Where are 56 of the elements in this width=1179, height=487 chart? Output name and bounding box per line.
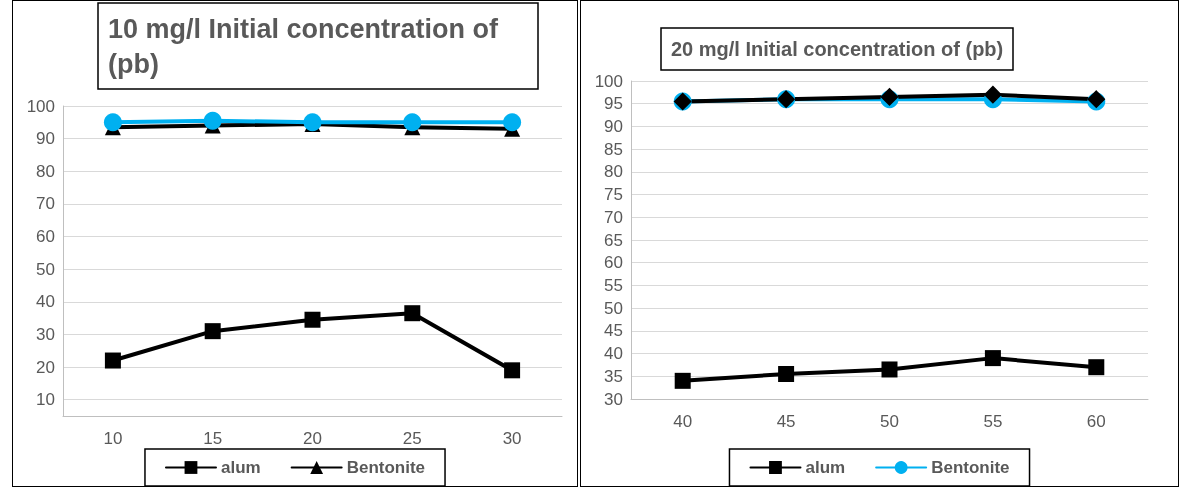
x-tick-label: 20: [303, 429, 322, 448]
chart-title: 10 mg/l Initial concentration of (pb): [108, 13, 506, 79]
point: [204, 323, 221, 340]
y-tick-label: 20: [36, 357, 55, 377]
y-tick-label: 10: [36, 390, 55, 410]
x-tick-label: 15: [203, 429, 223, 448]
point: [203, 111, 222, 130]
legend-label: Bentonite: [346, 458, 426, 477]
x-tick-label: 25: [402, 429, 422, 448]
point: [984, 85, 1002, 104]
point: [881, 361, 898, 378]
y-tick-label: 85: [604, 139, 623, 159]
y-tick-label: 50: [36, 259, 55, 279]
point: [674, 372, 691, 389]
y-tick-label: 80: [604, 162, 623, 182]
point: [778, 366, 795, 383]
y-tick-label: 40: [604, 344, 623, 364]
y-tick-label: 45: [604, 321, 623, 341]
x-tick-label: 30: [502, 429, 522, 448]
y-tick-label: 75: [604, 185, 623, 205]
chart-title: 20 mg/l Initial concentration of (pb): [671, 38, 1004, 60]
y-tick-label: 30: [36, 324, 55, 344]
y-tick-label: 60: [36, 227, 55, 247]
x-tick-label: 45: [776, 412, 796, 431]
y-tick-label: 100: [26, 96, 55, 116]
y-tick-label: 70: [604, 207, 623, 227]
y-tick-label: 95: [604, 94, 623, 114]
point: [1088, 359, 1105, 376]
legend-label: Bentonite: [931, 458, 1010, 477]
y-tick-label: 100: [594, 71, 623, 91]
y-tick-label: 50: [604, 298, 623, 318]
point: [403, 113, 422, 132]
legend-label: alum: [805, 458, 846, 477]
x-tick-label: 40: [673, 412, 693, 431]
point: [503, 113, 522, 132]
x-tick-label: 10: [103, 429, 123, 448]
y-tick-label: 55: [604, 275, 623, 295]
y-tick-label: 70: [36, 194, 55, 214]
point: [504, 362, 521, 379]
y-tick-label: 30: [604, 389, 623, 409]
y-tick-label: 40: [36, 292, 55, 312]
y-tick-label: 65: [604, 230, 623, 250]
point: [103, 113, 122, 132]
legend-label: alum: [220, 458, 261, 477]
point: [304, 311, 321, 328]
y-tick-label: 80: [36, 161, 55, 181]
y-tick-label: 35: [604, 366, 623, 386]
point: [104, 352, 121, 369]
point: [404, 305, 421, 322]
x-tick-label: 50: [880, 412, 899, 431]
y-tick-label: 90: [36, 129, 55, 149]
y-tick-label: 90: [604, 116, 623, 136]
point: [984, 350, 1001, 367]
x-tick-label: 60: [1086, 412, 1106, 431]
y-tick-label: 60: [604, 253, 623, 273]
x-tick-label: 55: [983, 412, 1003, 431]
